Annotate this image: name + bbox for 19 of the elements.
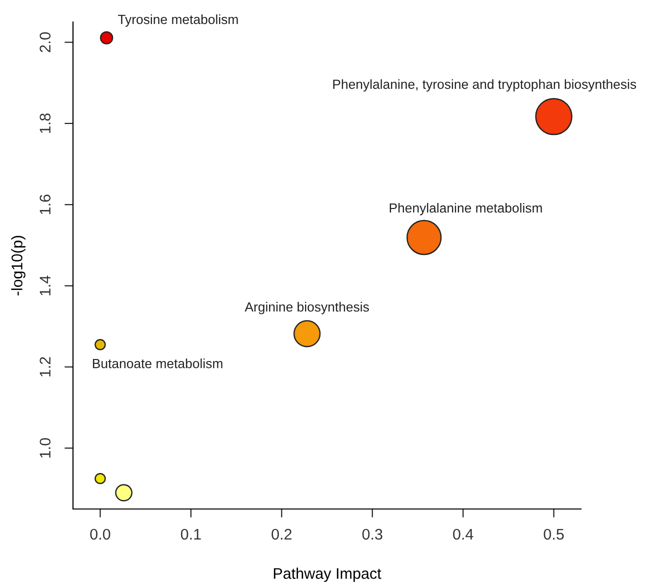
x-tick-label: 0.4 (453, 528, 474, 540)
x-tick-label: 0.1 (180, 528, 201, 540)
annotation: Phenylalanine metabolism (390, 202, 542, 216)
y-tick-label: 1.6 (40, 194, 51, 214)
y-tick-label: 1.8 (40, 114, 51, 133)
y-tick-label: 1.4 (40, 276, 50, 296)
y-tick-label: 2.0 (40, 32, 51, 52)
x-axis-title: Pathway Impact (274, 568, 382, 582)
annotation: Butanoate metabolism (92, 358, 222, 368)
annotation: Phenylalanine, tyrosine and tryptophan biosynthesis (333, 79, 636, 92)
y-tick-label: 1.0 (40, 438, 51, 458)
x-tick-label: 0.5 (544, 528, 564, 540)
x-tick-label: 0.0 (90, 528, 110, 540)
y-axis-title: -log10(p) (11, 236, 26, 296)
x-tick-label: 0.3 (362, 528, 382, 540)
annotation: Tyrosine metabolism (118, 14, 238, 27)
x-tick-label: 0.2 (272, 528, 292, 540)
y-tick-label: 1.2 (40, 357, 50, 376)
annotation: Arginine biosynthesis (244, 302, 369, 314)
